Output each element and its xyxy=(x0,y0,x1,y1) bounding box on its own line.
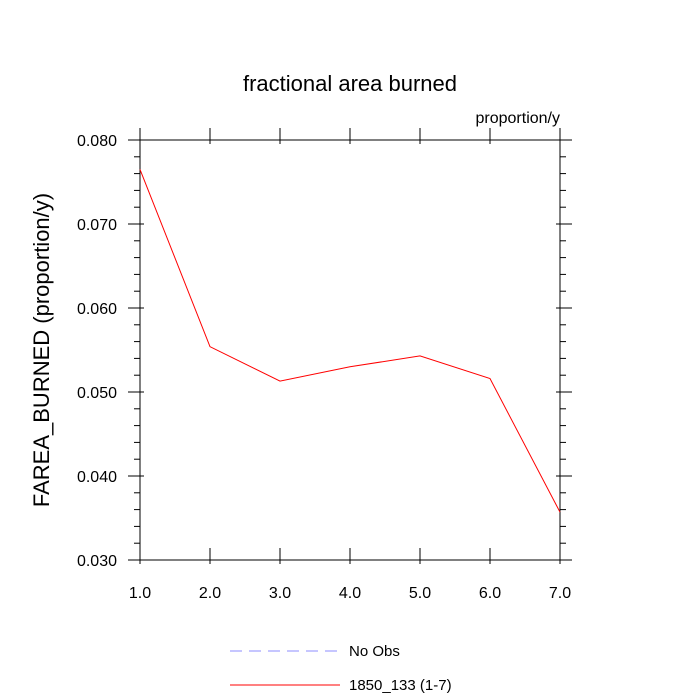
units-label: proportion/y xyxy=(476,110,561,127)
legend: No Obs 1850_133 (1-7) xyxy=(230,643,452,694)
x-tick-label: 5.0 xyxy=(409,585,431,602)
legend-label: No Obs xyxy=(349,643,400,660)
x-tick-label: 2.0 xyxy=(199,585,221,602)
y-tick-label: 0.050 xyxy=(77,385,117,402)
y-tick-label: 0.040 xyxy=(77,469,117,486)
x-tick-label: 4.0 xyxy=(339,585,361,602)
series-line xyxy=(139,169,561,513)
y-tick-label: 0.060 xyxy=(77,301,117,318)
x-tick-label: 6.0 xyxy=(479,585,501,602)
chart-title: fractional area burned xyxy=(243,71,457,96)
x-tick-label: 3.0 xyxy=(269,585,291,602)
x-tick-labels: 1.0 2.0 3.0 4.0 5.0 6.0 7.0 xyxy=(129,585,571,602)
y-tick-labels: 0.030 0.040 0.050 0.060 0.070 0.080 xyxy=(77,133,117,570)
y-tick-label: 0.070 xyxy=(77,217,117,234)
x-tick-label: 1.0 xyxy=(129,585,151,602)
y-tick-label: 0.080 xyxy=(77,133,117,150)
series-lines xyxy=(139,169,561,513)
axis-ticks xyxy=(128,128,572,564)
plot-frame xyxy=(139,139,561,561)
legend-label: 1850_133 (1-7) xyxy=(349,677,452,694)
y-axis-label: FAREA_BURNED (proportion/y) xyxy=(29,193,54,507)
x-tick-label: 7.0 xyxy=(549,585,571,602)
y-tick-label: 0.030 xyxy=(77,553,117,570)
